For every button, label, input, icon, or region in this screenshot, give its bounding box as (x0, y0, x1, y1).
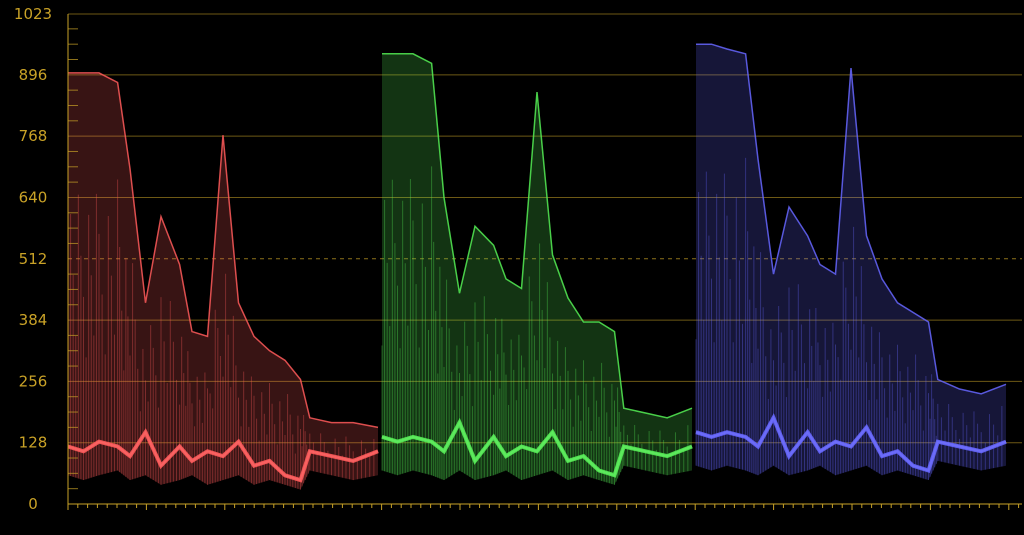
y-tick-label-256: 256 (19, 372, 48, 390)
channel-envelope-1 (382, 53, 692, 485)
y-tick-label-512: 512 (19, 250, 48, 268)
y-tick-label-0: 0 (28, 495, 38, 513)
axes: 0 128 256 384 512 640 768 896 1023 (14, 5, 1022, 513)
y-tick-label-640: 640 (19, 188, 48, 206)
y-tick-label-1023: 1023 (14, 5, 52, 23)
channel-upper-edge-0 (68, 72, 379, 429)
channel-glow-1 (381, 417, 693, 478)
channel-glow-2 (695, 413, 1007, 473)
y-tick-label-896: 896 (19, 66, 48, 84)
y-tick-label-768: 768 (19, 127, 48, 145)
channel-envelope-2 (696, 44, 1006, 481)
channel-trace-1 (381, 53, 693, 485)
channel-envelope-0 (68, 72, 378, 490)
channel-trace-2 (695, 43, 1007, 481)
y-tick-label-128: 128 (19, 434, 48, 452)
waveform-traces (67, 43, 1007, 490)
channel-upper-edge-1 (382, 53, 693, 419)
channel-upper-edge-2 (696, 43, 1007, 395)
channel-glow-0 (67, 428, 379, 483)
y-tick-label-384: 384 (19, 311, 48, 329)
